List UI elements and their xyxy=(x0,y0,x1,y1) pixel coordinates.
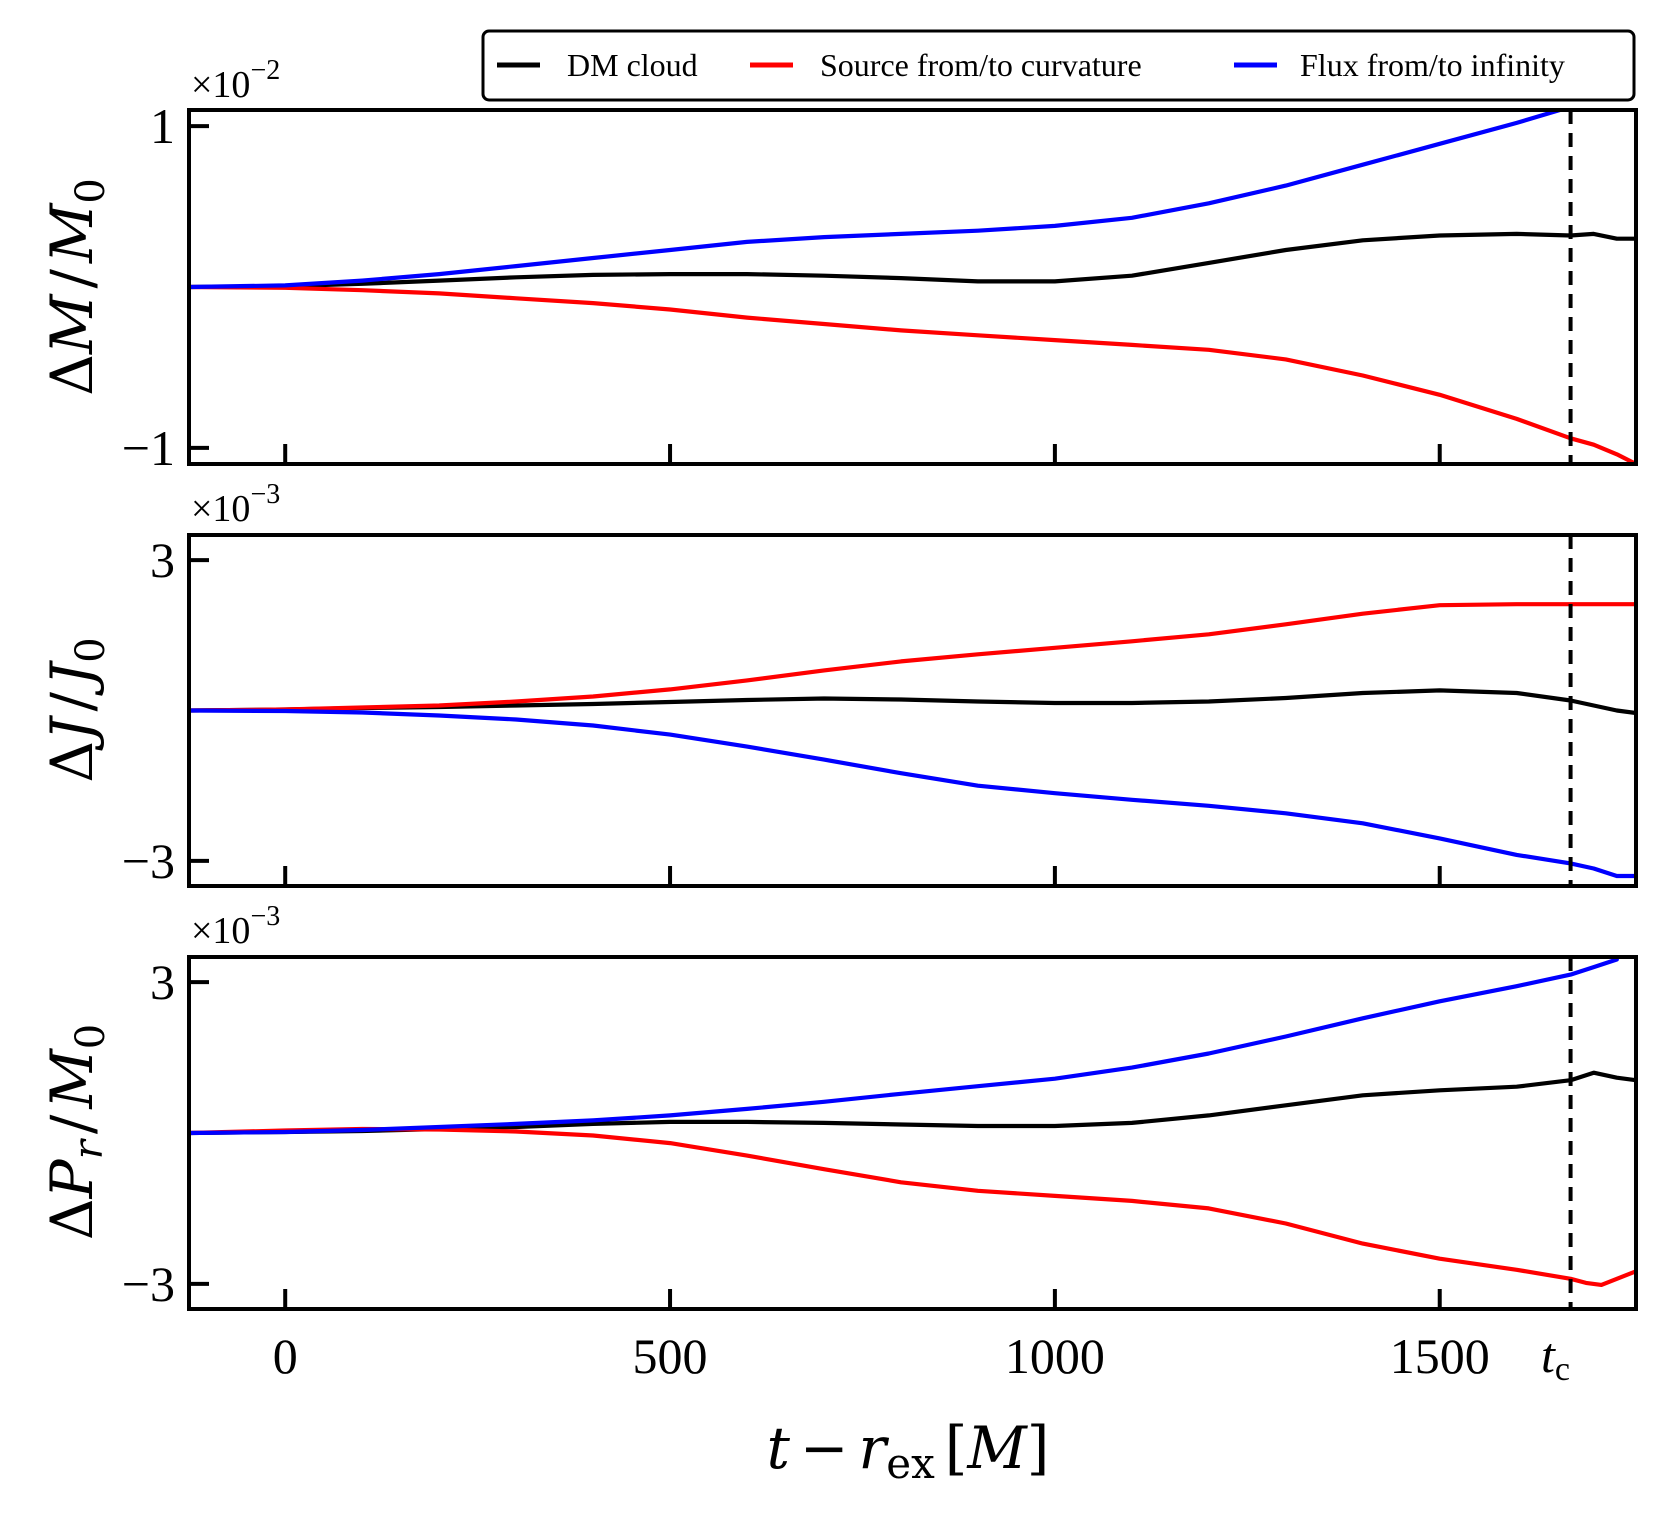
ytick-label-momentum-0: 3 xyxy=(150,954,175,1010)
ytick-label-mass-1: −1 xyxy=(122,420,175,476)
ytick-label-angular-1: −3 xyxy=(122,833,175,889)
ylabel-momentum: ΔPr/M0 xyxy=(38,1024,114,1240)
panel-momentum: 3 −3 xyxy=(122,954,1638,1312)
xtick-label-3: 1500 xyxy=(1390,1328,1490,1384)
xtick-label-2: 1000 xyxy=(1005,1328,1105,1384)
plot-frame-mass xyxy=(187,108,1638,466)
series-line-momentum-source xyxy=(189,1126,1636,1288)
panel-angular: 3 −3 xyxy=(122,532,1638,889)
legend-label-flux: Flux from/to infinity xyxy=(1300,47,1565,83)
xtick-label-1: 500 xyxy=(633,1328,708,1384)
series-line-mass-source xyxy=(189,284,1636,464)
panel-mass: 1 −1 xyxy=(122,98,1638,476)
legend-box xyxy=(481,29,1636,102)
ytick-label-momentum-1: −3 xyxy=(122,1256,175,1312)
plot-frame-angular xyxy=(187,533,1638,888)
xlabel: t − rex [M] xyxy=(767,1414,1050,1488)
series-line-angular-source xyxy=(189,602,1636,713)
ytick-label-angular-0: 3 xyxy=(150,532,175,588)
ylabel-angular: ΔJ/J0 xyxy=(38,637,114,782)
legend-label-dm: DM cloud xyxy=(567,47,698,83)
series-line-angular-dm xyxy=(189,688,1636,716)
multiplier-mass: ×10−2 xyxy=(191,55,280,106)
multiplier-momentum: ×10−3 xyxy=(191,901,280,952)
series-line-angular-flux xyxy=(189,708,1636,879)
ytick-label-mass-0: 1 xyxy=(150,98,175,154)
plot-frame-momentum xyxy=(187,955,1638,1311)
xtick-label-0: 0 xyxy=(273,1328,298,1384)
series-line-mass-dm xyxy=(189,231,1636,290)
series-line-mass-flux xyxy=(189,110,1568,290)
panels-layer: 1 −1 3 −3 3 −3 0 500 1000 1500 xyxy=(122,98,1638,1384)
legend-label-source: Source from/to curvature xyxy=(820,47,1142,83)
legend: DM cloud Source from/to curvature Flux f… xyxy=(481,29,1636,102)
ylabel-mass: ΔM/M0 xyxy=(38,178,114,396)
series-line-momentum-flux xyxy=(189,957,1619,1136)
tc-label: tc xyxy=(1541,1327,1570,1388)
multiplier-angular: ×10−3 xyxy=(191,479,280,530)
series-line-momentum-dm xyxy=(189,1070,1636,1136)
